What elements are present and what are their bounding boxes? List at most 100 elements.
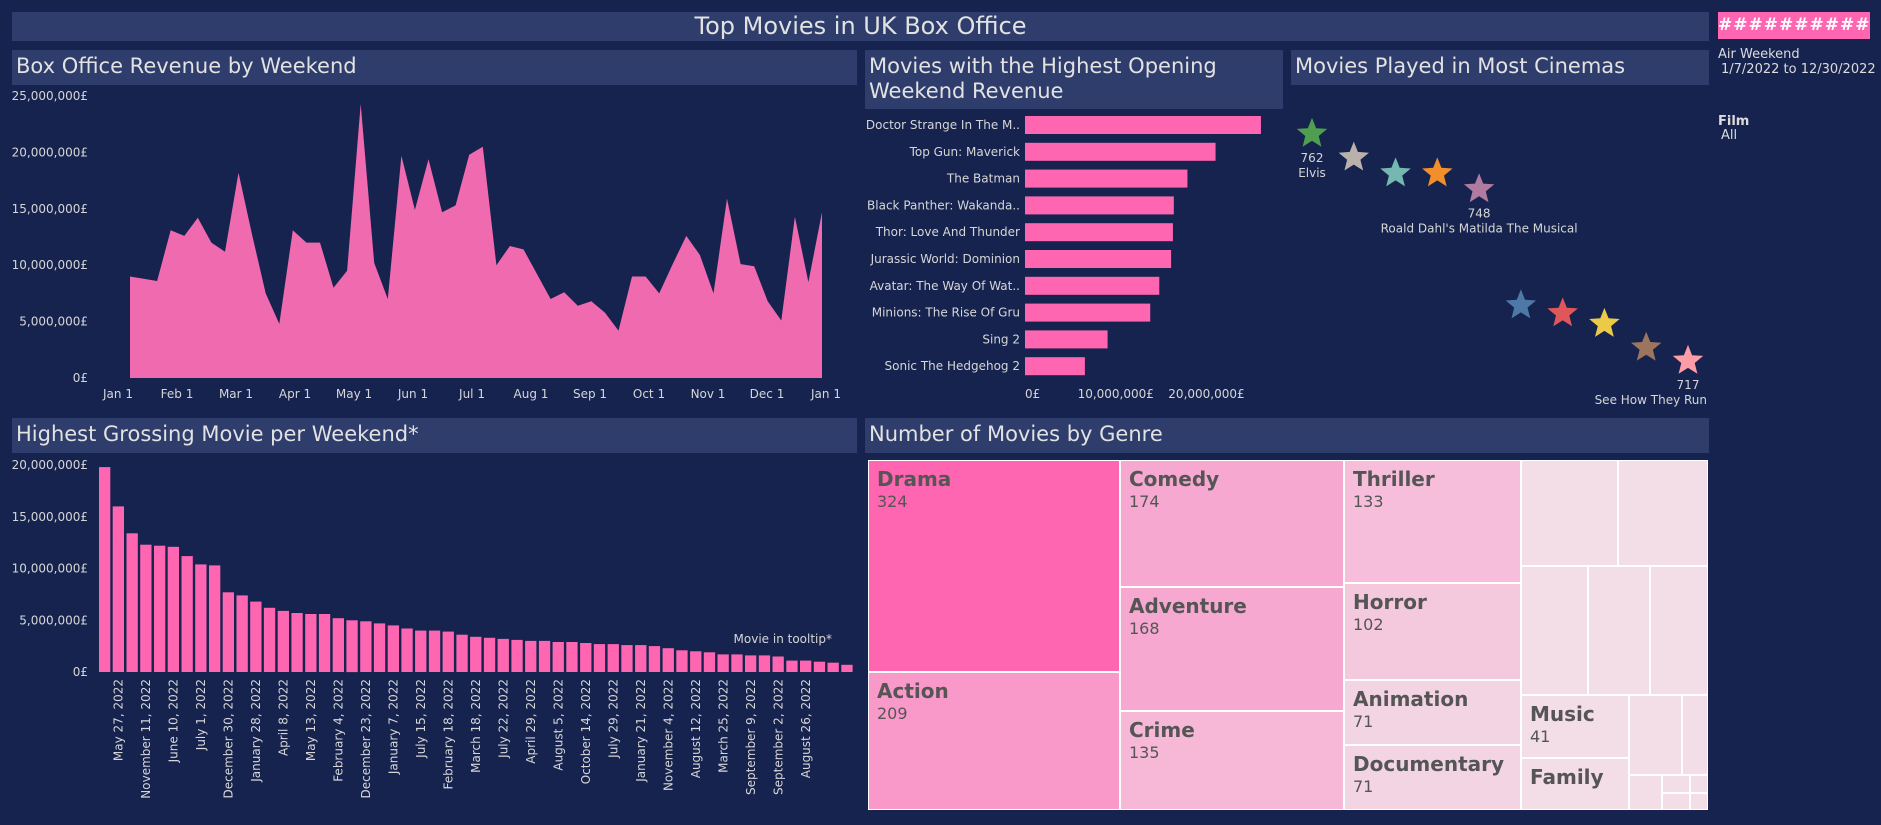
grossing-bar <box>209 565 221 672</box>
genre-name: Animation <box>1353 687 1469 711</box>
genre-count: 174 <box>1129 492 1160 511</box>
x-tick-label: November 11, 2022 <box>139 679 153 799</box>
genre-name: Adventure <box>1129 594 1247 618</box>
x-tick-label: 20,000,000£ <box>1168 387 1244 401</box>
treemap-cell-small[interactable] <box>1629 695 1682 775</box>
grossing-bar <box>593 644 606 672</box>
treemap-cell[interactable]: Action 209 <box>868 672 1120 810</box>
star-name-label: Elvis <box>1298 166 1326 180</box>
opening-bar <box>1025 196 1174 215</box>
x-tick-label: Sep 1 <box>573 387 607 401</box>
grossing-bar <box>346 620 358 673</box>
grossing-bar <box>470 636 482 672</box>
grossing-bar <box>566 642 578 672</box>
treemap-cell-small[interactable] <box>1662 793 1690 810</box>
genre-count: 135 <box>1129 743 1160 762</box>
treemap-cell[interactable]: Music 41 <box>1521 695 1629 758</box>
grossing-bar <box>401 628 413 672</box>
x-tick-label: June 10, 2022 <box>167 679 181 763</box>
x-tick-label: Jan 1 <box>810 387 841 401</box>
film-filter-value[interactable]: All <box>1721 128 1738 143</box>
treemap-cell[interactable]: Crime 135 <box>1120 711 1344 810</box>
treemap-cell-small[interactable] <box>1629 775 1662 810</box>
treemap-cell[interactable]: Family <box>1521 758 1629 810</box>
treemap-cell-small[interactable] <box>1662 775 1690 793</box>
bar-category-label: Doctor Strange In The M.. <box>866 118 1020 132</box>
x-tick-label: Feb 1 <box>161 387 194 401</box>
genre-name: Crime <box>1129 718 1195 742</box>
grossing-bar <box>415 630 427 672</box>
grossing-bar <box>154 545 166 672</box>
grossing-bar <box>758 655 771 672</box>
x-tick-label: Aug 1 <box>514 387 549 401</box>
revenue-area <box>130 103 822 379</box>
bar-category-label: Black Panther: Wakanda.. <box>867 198 1020 212</box>
cinema-star <box>1505 289 1537 319</box>
treemap-cell-small[interactable] <box>1650 566 1708 695</box>
cinema-star <box>1672 344 1704 374</box>
cinema-star <box>1380 157 1411 187</box>
treemap-cell-small[interactable] <box>1690 775 1708 793</box>
grossing-bar <box>99 467 111 672</box>
x-tick-label: May 1 <box>336 387 372 401</box>
revenue-area-chart: 0£ 5,000,000£ 10,000,000£ 15,000,000£ 20,000… <box>12 89 841 401</box>
genre-count: 102 <box>1353 615 1384 634</box>
opening-bar <box>1025 223 1173 242</box>
genre-treemap: Drama 324 Action 209 Comedy 174 Adventure 168 Cr… <box>868 460 1708 810</box>
x-tick-label: March 18, 2022 <box>469 679 483 773</box>
x-tick-label: October 14, 2022 <box>579 679 593 784</box>
y-tick-label: 25,000,000£ <box>12 89 88 103</box>
genre-count: 71 <box>1353 777 1374 796</box>
genre-count: 41 <box>1530 727 1551 746</box>
grossing-bar <box>305 614 317 672</box>
opening-bar <box>1025 169 1188 188</box>
grossing-bar <box>511 639 523 672</box>
grossing-bar <box>332 618 344 672</box>
x-tick-label: Jan 1 <box>102 387 133 401</box>
treemap-cell[interactable]: Documentary 71 <box>1344 745 1521 810</box>
treemap-cell[interactable]: Comedy 174 <box>1120 460 1344 587</box>
bar-category-label: Sonic The Hedgehog 2 <box>885 359 1020 373</box>
bar-category-label: Avatar: The Way Of Wat.. <box>870 279 1020 293</box>
grossing-bar <box>483 637 496 672</box>
grossing-bar <box>648 646 661 672</box>
genre-count: 133 <box>1353 492 1384 511</box>
grossing-bar <box>236 595 248 672</box>
treemap-cell[interactable]: Horror 102 <box>1344 583 1521 680</box>
cinema-star <box>1589 307 1620 337</box>
treemap-cell-small[interactable] <box>1682 695 1708 775</box>
treemap-cell[interactable]: Drama 324 <box>868 460 1120 672</box>
x-tick-label: January 28, 2022 <box>249 679 263 783</box>
grossing-bar <box>291 613 303 672</box>
grossing-bar <box>525 640 537 672</box>
bar-category-label: Thor: Love And Thunder <box>875 225 1020 239</box>
y-tick-label: 10,000,000£ <box>12 562 88 576</box>
cinema-star <box>1631 331 1662 361</box>
treemap-cell-small[interactable] <box>1588 566 1650 695</box>
grossing-bar <box>745 655 757 672</box>
treemap-cell[interactable]: Animation 71 <box>1344 680 1521 745</box>
treemap-cell[interactable]: Adventure 168 <box>1120 587 1344 711</box>
genre-count: 71 <box>1353 712 1374 731</box>
star-value-label: 717 <box>1677 378 1700 392</box>
x-tick-label: April 29, 2022 <box>524 679 538 764</box>
treemap-cell-small[interactable] <box>1618 460 1708 566</box>
treemap-cell-small[interactable] <box>1521 566 1588 695</box>
y-tick-label: 0£ <box>73 371 88 385</box>
y-tick-label: 20,000,000£ <box>12 145 88 159</box>
grossing-bar <box>442 631 454 672</box>
parameter-box[interactable]: ########## <box>1718 12 1870 39</box>
treemap-cell-small[interactable] <box>1521 460 1618 566</box>
film-filter-label: Film <box>1718 114 1750 129</box>
genre-count: 324 <box>877 492 908 511</box>
y-tick-label: 5,000,000£ <box>19 315 88 329</box>
treemap-cell[interactable]: Thriller 133 <box>1344 460 1521 583</box>
air-weekend-range[interactable]: 1/7/2022 to 12/30/2022 <box>1721 62 1876 77</box>
treemap-cell-small[interactable] <box>1690 793 1708 810</box>
x-tick-label: September 9, 2022 <box>744 679 758 795</box>
genre-name: Drama <box>877 467 952 491</box>
bar-category-label: Sing 2 <box>982 332 1020 346</box>
star-value-label: 748 <box>1468 206 1491 220</box>
opening-bar <box>1025 357 1085 376</box>
